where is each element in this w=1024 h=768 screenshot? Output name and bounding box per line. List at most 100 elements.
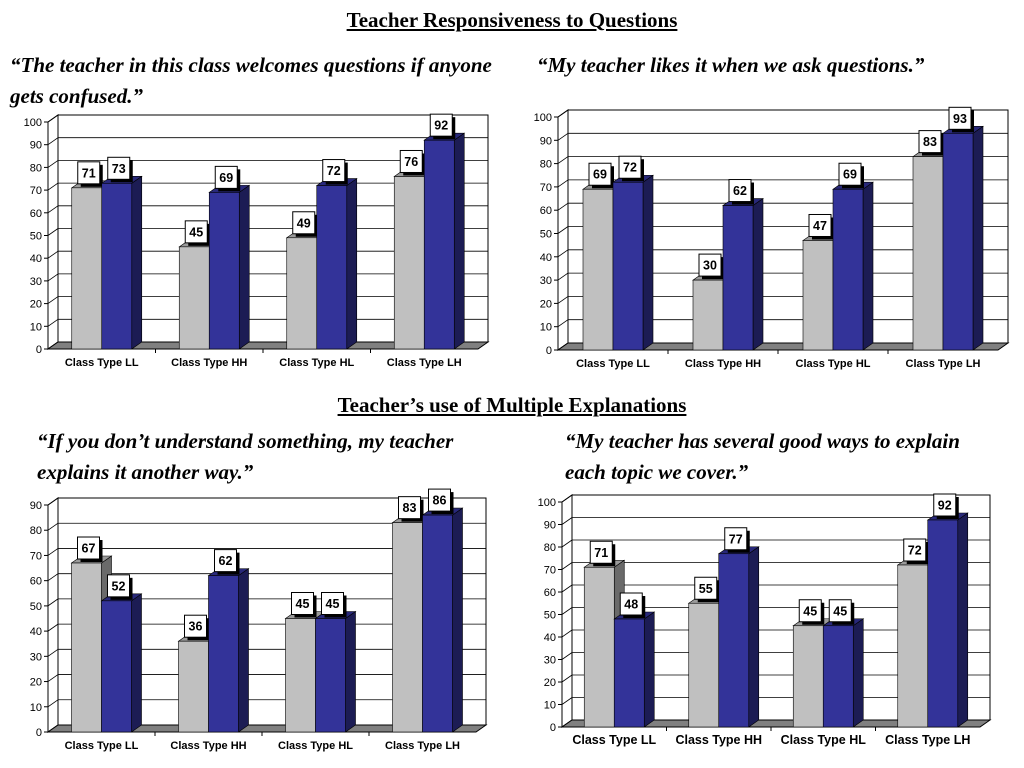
data-label: 92	[434, 119, 448, 133]
y-tick-label: 10	[30, 702, 42, 714]
data-label-box	[184, 220, 208, 244]
bar	[101, 182, 133, 350]
y-tick-label: 90	[540, 135, 552, 147]
data-label-box	[828, 599, 852, 623]
data-label: 71	[82, 166, 96, 180]
bar-side	[642, 174, 654, 351]
data-label: 62	[733, 184, 747, 198]
bar-side	[643, 611, 655, 728]
data-label-box	[798, 599, 822, 623]
x-tick-label: Class Type HH	[171, 357, 247, 369]
bar	[897, 564, 929, 728]
data-label: 92	[938, 499, 952, 513]
bar	[912, 156, 944, 351]
gridline-depth	[561, 539, 573, 548]
quote-explains-another-way: “If you don’t understand something, my t…	[37, 429, 454, 484]
y-tick-label: 90	[30, 500, 42, 512]
bar-side	[452, 507, 463, 733]
chart-likes-questions: 0 10 20 30 40 50 60 70 80 90 100 Class Type LL 69 72 C…	[534, 106, 1010, 370]
gridline-depth	[47, 598, 59, 607]
bar-side	[748, 546, 760, 728]
data-label-box	[948, 106, 972, 130]
bar	[612, 181, 644, 351]
y-tick-label: 80	[30, 162, 42, 174]
data-label-box	[588, 162, 612, 186]
bar	[422, 514, 453, 733]
data-label: 69	[843, 168, 857, 182]
x-tick-label: Class Type LL	[576, 358, 650, 370]
data-label-box	[292, 211, 316, 235]
data-label-box	[77, 536, 100, 560]
data-label: 71	[594, 546, 608, 560]
y-tick-label: 50	[30, 601, 42, 613]
y-tick-label: 10	[540, 322, 552, 334]
x-tick-label: Class Type LL	[65, 357, 139, 369]
bar-side	[972, 125, 984, 351]
data-label: 45	[296, 597, 310, 611]
y-tick-label: 100	[538, 497, 556, 509]
x-tick-label: Class Type HL	[279, 357, 354, 369]
y-tick-label: 30	[540, 275, 552, 287]
data-label: 62	[219, 554, 233, 568]
data-label-box	[291, 592, 314, 615]
quote-several-good-ways: “My teacher has several good ways to exp…	[565, 429, 960, 484]
bar	[613, 618, 645, 728]
bar	[393, 176, 425, 350]
bar	[423, 139, 455, 350]
x-tick-label: Class Type LH	[385, 740, 460, 752]
data-label: 83	[403, 501, 417, 515]
bar	[583, 566, 615, 728]
y-tick-label: 30	[544, 655, 556, 667]
gridline-depth	[47, 228, 59, 236]
gridline-depth	[47, 273, 59, 282]
bar-side	[453, 132, 465, 350]
x-tick-label: Class Type HL	[781, 733, 867, 747]
data-label: 48	[624, 598, 638, 612]
data-label: 72	[623, 161, 637, 175]
data-label-box	[838, 162, 862, 186]
gridline-depth	[557, 249, 569, 258]
section-title-explanations: Teacher’s use of Multiple Explanations	[337, 393, 687, 417]
gridline-depth	[557, 202, 569, 211]
data-label-box	[214, 165, 238, 189]
chart-explains-another-way: 0 10 20 30 40 50 60 70 80 90 Class Type LL 67 52 Clas…	[30, 488, 488, 752]
gridline-depth	[47, 649, 59, 657]
y-tick-label: 20	[544, 677, 556, 689]
y-tick-label: 50	[540, 229, 552, 241]
bar	[315, 618, 346, 733]
data-label: 67	[82, 542, 96, 556]
gridline-depth	[557, 296, 569, 304]
data-label: 73	[112, 162, 126, 176]
data-label-box	[184, 614, 207, 638]
y-tick-label: 20	[30, 677, 42, 689]
data-label: 45	[803, 604, 817, 618]
y-tick-label: 40	[30, 253, 42, 265]
y-tick-label: 60	[30, 208, 42, 220]
gridline-depth	[561, 629, 573, 638]
data-label-box	[214, 549, 237, 573]
gridline-depth	[557, 109, 569, 118]
y-tick-label: 70	[30, 550, 42, 562]
gridline-depth	[557, 319, 569, 328]
gridline-depth	[47, 497, 59, 506]
y-tick-label: 100	[24, 117, 42, 129]
data-label: 45	[833, 604, 847, 618]
chart-several-good-ways: 0 10 20 30 40 50 60 70 80 90 100 Class Type LL 71 48 C…	[538, 493, 992, 747]
bar-side	[346, 177, 358, 350]
x-tick-label: Class Type HH	[685, 358, 761, 370]
gridline-depth	[47, 250, 59, 259]
y-tick-label: 40	[540, 252, 552, 264]
y-tick-label: 70	[540, 182, 552, 194]
bar-side	[752, 197, 764, 351]
y-tick-label: 60	[30, 576, 42, 588]
bar	[822, 625, 854, 728]
bar	[208, 192, 240, 350]
gridline-depth	[561, 584, 573, 593]
data-label: 45	[326, 597, 340, 611]
gridline-depth	[47, 182, 59, 191]
y-tick-label: 100	[534, 112, 552, 124]
y-tick-label: 40	[30, 626, 42, 638]
gridline-depth	[561, 697, 573, 705]
y-tick-label: 90	[30, 140, 42, 152]
y-tick-label: 20	[540, 298, 552, 310]
